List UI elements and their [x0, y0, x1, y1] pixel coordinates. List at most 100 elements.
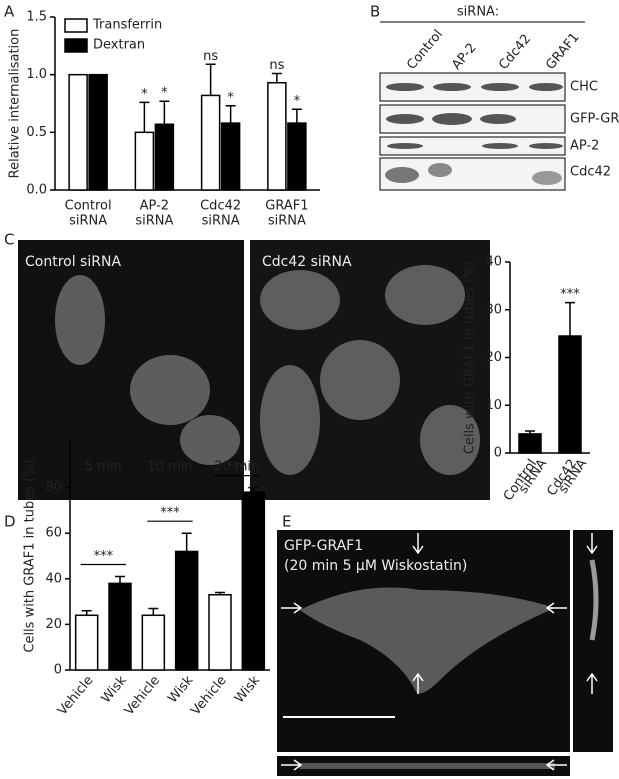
band: [387, 143, 423, 149]
bar: [241, 491, 266, 671]
band: [529, 143, 563, 149]
error-bar: [148, 607, 159, 616]
blot-strip: [379, 136, 566, 156]
y-tick-label: 0.5: [26, 125, 47, 140]
cell: [385, 265, 465, 325]
comparison-label: ***: [94, 549, 114, 564]
band: [482, 143, 518, 149]
cell: [420, 405, 480, 475]
error-bar: [115, 575, 125, 584]
arrow: [412, 533, 424, 555]
y-tick-label: 0: [54, 663, 62, 678]
arrow: [586, 533, 598, 555]
bar: [88, 73, 108, 191]
cell: [300, 587, 555, 694]
bar: [558, 335, 582, 454]
blot-row-label: CHC: [570, 80, 598, 95]
band: [386, 114, 424, 124]
image-label: GFP-GRAF1: [284, 538, 363, 554]
x-tick-label: Wisk: [165, 673, 196, 706]
significance-label: *: [227, 90, 234, 105]
bar: [154, 123, 175, 191]
y-axis-label: Cells with GRAF1 in tubes (%): [463, 261, 478, 454]
significance-label: ns: [203, 49, 218, 64]
error-bar: [159, 100, 170, 125]
blot-header: siRNA:: [457, 5, 499, 20]
arrow: [281, 602, 303, 614]
legend-swatch: [64, 38, 88, 53]
cell-profile: [589, 559, 599, 641]
arrow: [412, 672, 424, 694]
comparison-label: ***: [227, 460, 247, 475]
group-label: 10 min: [147, 460, 192, 475]
lane-label: Cdc42: [496, 32, 534, 73]
y-tick-label: 40: [45, 571, 62, 586]
legend-label: Dextran: [93, 38, 145, 53]
band: [529, 83, 563, 91]
legend-label: Transferrin: [92, 18, 162, 33]
cell: [260, 270, 340, 330]
blot-row-label: Cdc42: [570, 165, 611, 180]
x-tick-label: GRAF1: [265, 199, 308, 214]
arrow: [281, 759, 303, 771]
significance-label: *: [161, 86, 168, 101]
x-tick-label: siRNA: [268, 214, 306, 229]
significance-label: *: [294, 94, 301, 109]
y-tick-label: 0: [494, 446, 502, 461]
error-bar: [225, 105, 236, 124]
band: [480, 114, 516, 124]
error-bar: [139, 101, 150, 133]
band: [385, 167, 419, 183]
image-label: Cdc42 siRNA: [262, 254, 352, 270]
image-label: (20 min 5 µM Wiskostatin): [284, 558, 467, 574]
bar: [74, 614, 99, 671]
x-tick-label: AP-2: [140, 199, 169, 214]
panel-label: D: [4, 513, 16, 531]
image-label: Control siRNA: [25, 254, 121, 270]
significance-label: *: [141, 87, 148, 102]
bar: [134, 131, 155, 191]
cell: [320, 340, 400, 420]
band: [532, 171, 562, 185]
bar: [200, 94, 221, 191]
comparison-label: ***: [160, 506, 180, 521]
blot-bands: [385, 83, 563, 185]
x-tick-label: siRNA: [135, 214, 173, 229]
x-tick-label: siRNA: [69, 214, 107, 229]
bar: [108, 582, 132, 671]
band: [433, 83, 471, 91]
y-tick-label: 1.0: [26, 67, 47, 82]
x-tick-label: Vehicle: [122, 673, 163, 718]
y-tick-label: 80: [45, 480, 62, 495]
blot-strips: [379, 72, 566, 191]
bar: [208, 594, 232, 671]
x-tick-label: Wisk: [232, 673, 263, 706]
bar: [220, 122, 241, 191]
bar: [174, 550, 199, 671]
cell: [130, 355, 210, 425]
y-tick-label: 0.0: [26, 183, 47, 198]
y-axis-label: Cells with GRAF1 in tubes (%): [23, 459, 38, 652]
cell: [260, 365, 320, 475]
cell: [55, 275, 105, 365]
legend-swatch: [64, 18, 88, 33]
group-label: 5 min: [85, 460, 122, 475]
lane-label: AP-2: [449, 41, 479, 73]
y-tick-label: 1.5: [26, 10, 47, 25]
x-tick-label: Vehicle: [188, 673, 229, 718]
x-tick-label: Cdc42: [200, 199, 241, 214]
error-bar: [565, 301, 575, 337]
error-bar: [81, 609, 92, 616]
bar: [68, 73, 88, 191]
error-bar: [525, 430, 535, 434]
band: [481, 83, 519, 91]
error-bar: [215, 591, 225, 595]
group-label: 20 min: [214, 460, 259, 475]
y-axis-label: Relative internalisation: [8, 29, 23, 179]
bar: [267, 81, 287, 191]
blot-row-label: AP-2: [570, 139, 599, 154]
band: [432, 113, 472, 125]
